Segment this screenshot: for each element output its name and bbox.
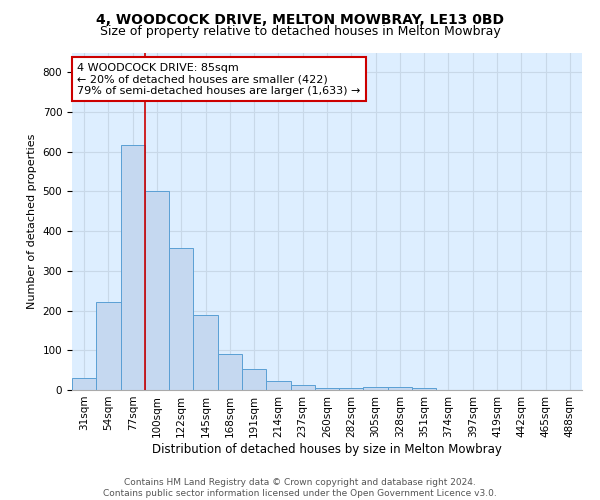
- Bar: [121, 144, 145, 390]
- Bar: [218, 354, 242, 390]
- Bar: [266, 381, 290, 390]
- Bar: [72, 378, 96, 390]
- Bar: [242, 370, 266, 390]
- Bar: [193, 314, 218, 390]
- Bar: [145, 192, 169, 390]
- Text: 4 WOODCOCK DRIVE: 85sqm
← 20% of detached houses are smaller (422)
79% of semi-d: 4 WOODCOCK DRIVE: 85sqm ← 20% of detache…: [77, 62, 361, 96]
- Bar: [364, 387, 388, 390]
- Text: Contains HM Land Registry data © Crown copyright and database right 2024.
Contai: Contains HM Land Registry data © Crown c…: [103, 478, 497, 498]
- Bar: [96, 302, 121, 390]
- Bar: [412, 388, 436, 390]
- Bar: [339, 388, 364, 390]
- Bar: [290, 385, 315, 390]
- Text: Size of property relative to detached houses in Melton Mowbray: Size of property relative to detached ho…: [100, 25, 500, 38]
- X-axis label: Distribution of detached houses by size in Melton Mowbray: Distribution of detached houses by size …: [152, 442, 502, 456]
- Bar: [169, 248, 193, 390]
- Bar: [315, 388, 339, 390]
- Text: 4, WOODCOCK DRIVE, MELTON MOWBRAY, LE13 0BD: 4, WOODCOCK DRIVE, MELTON MOWBRAY, LE13 …: [96, 12, 504, 26]
- Y-axis label: Number of detached properties: Number of detached properties: [27, 134, 37, 309]
- Bar: [388, 387, 412, 390]
